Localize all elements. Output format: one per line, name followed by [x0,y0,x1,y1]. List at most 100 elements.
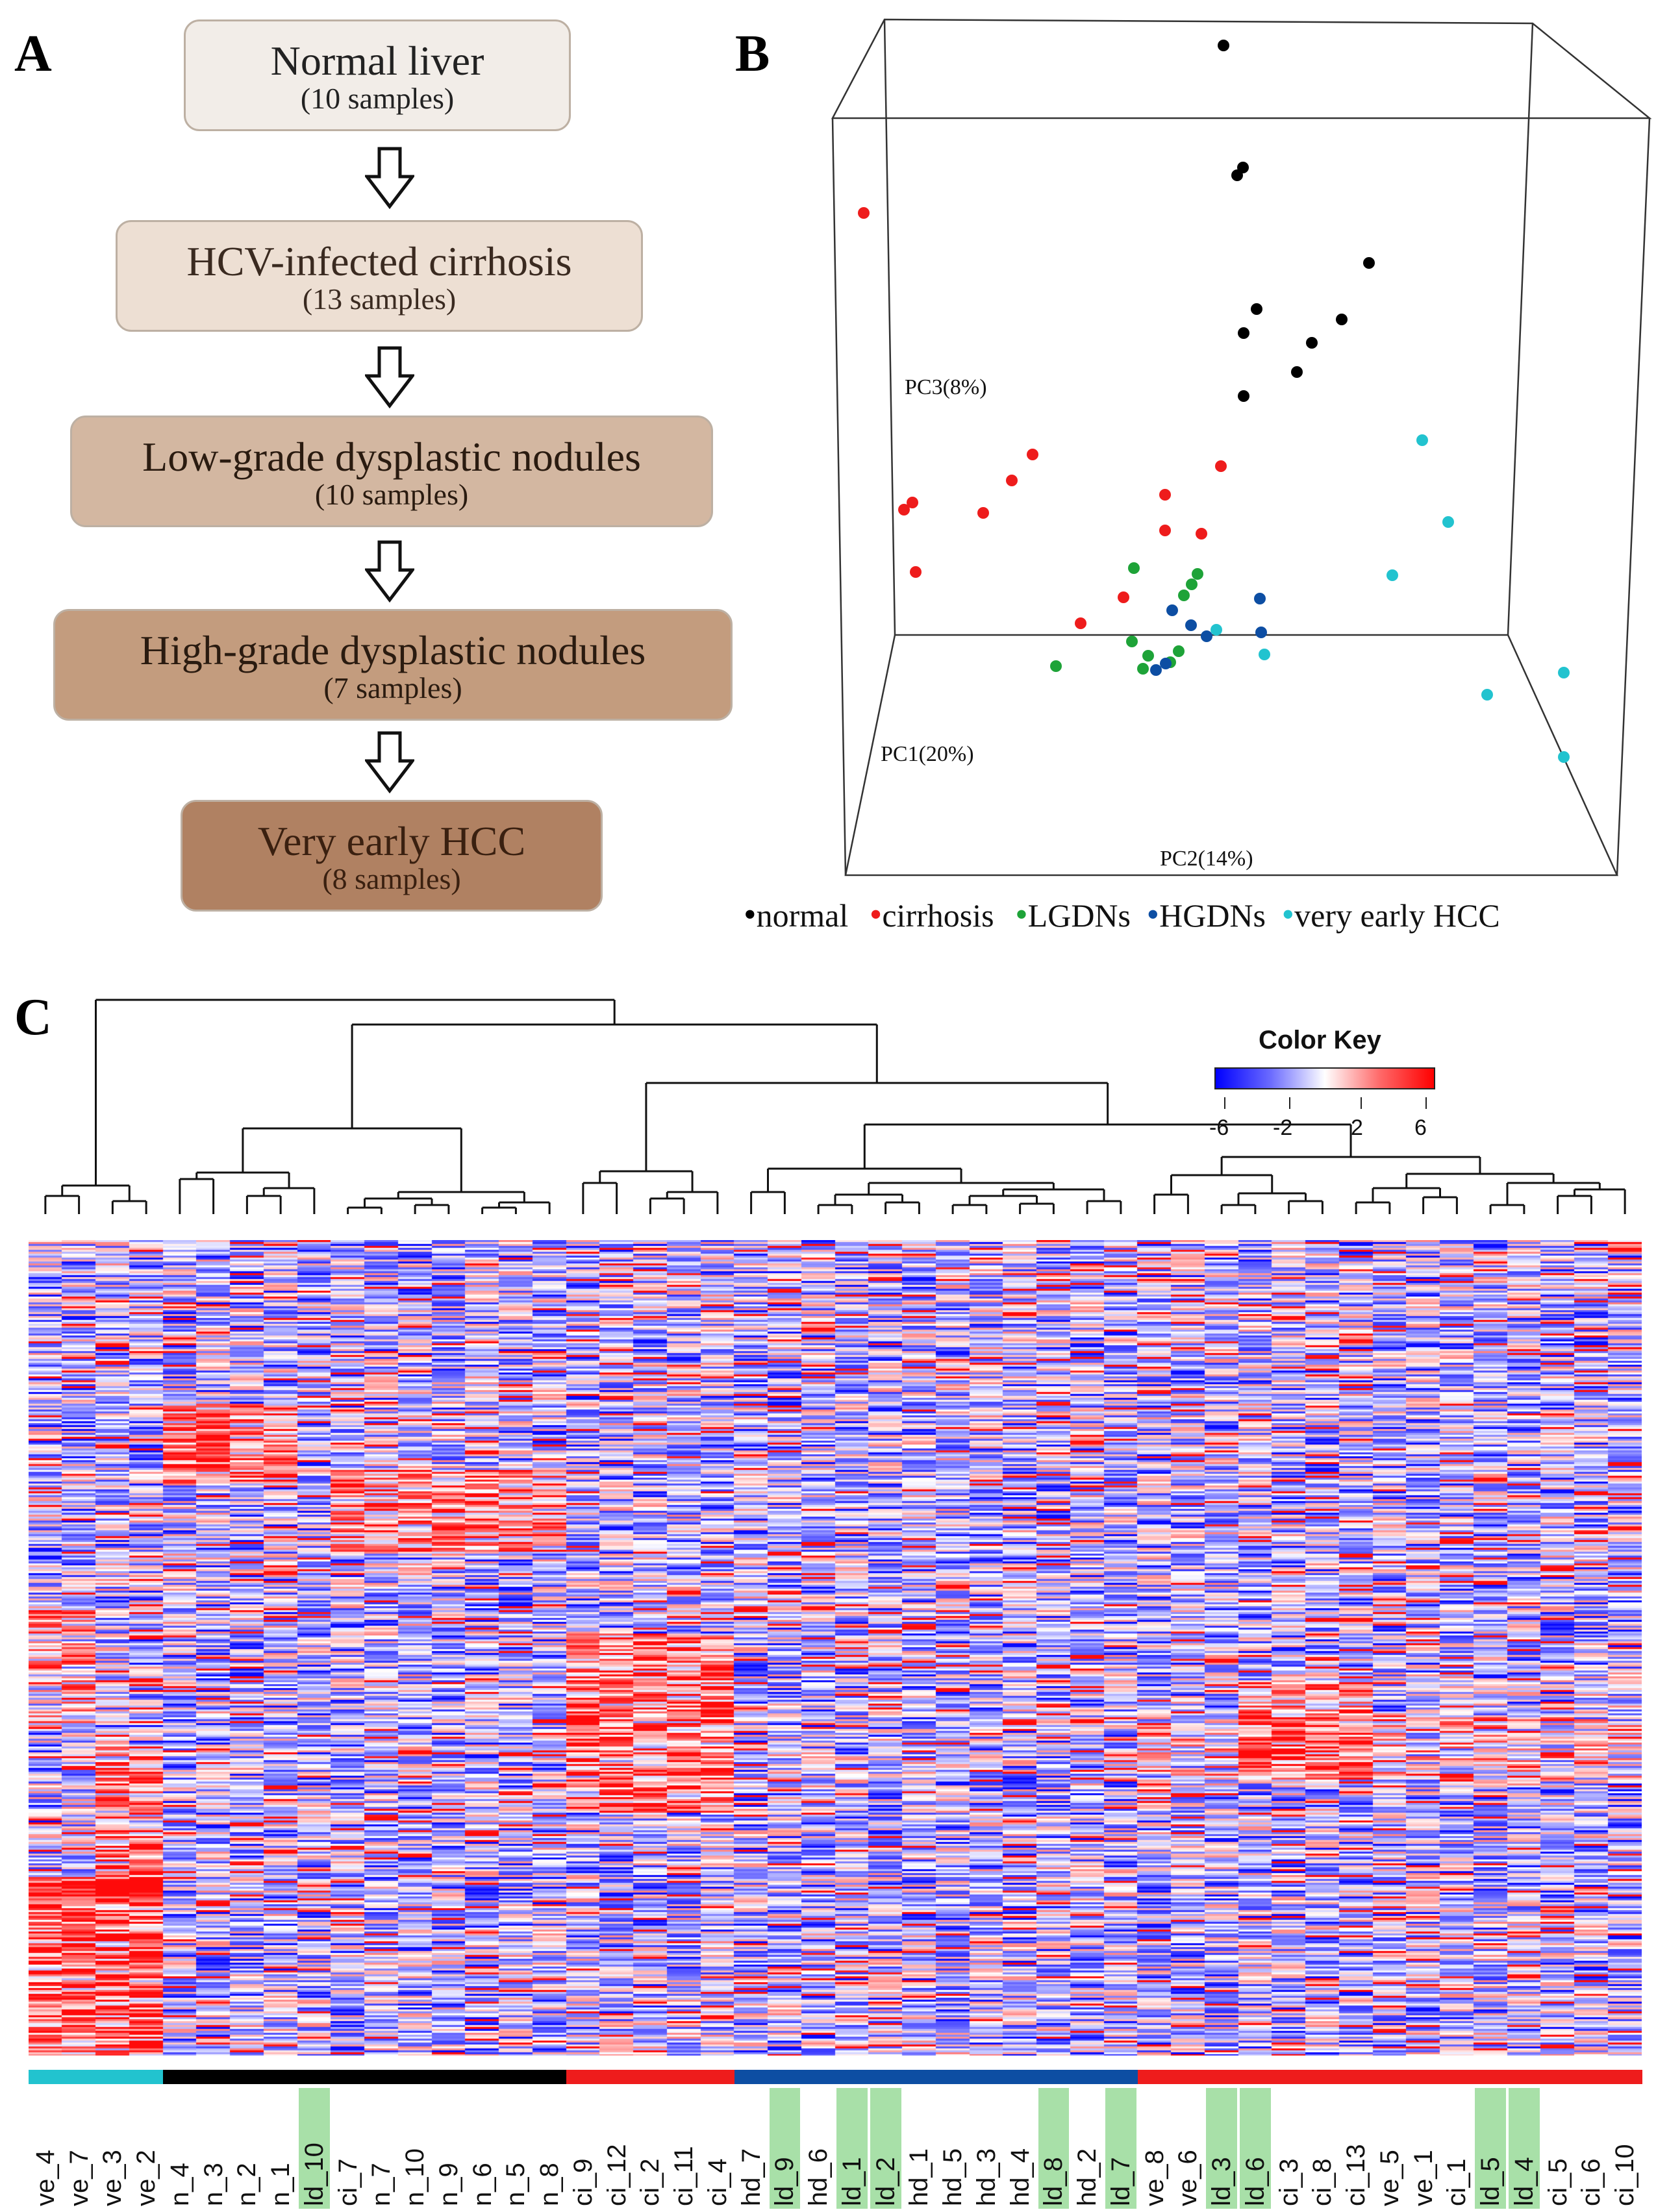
group-bar-segment [230,2070,265,2084]
group-bar-segment [667,2070,701,2084]
pca-point-vehcc [1481,689,1493,701]
down-arrow-icon [365,147,414,209]
flow-box-hgdn: High-grade dysplastic nodules (7 samples… [53,609,733,721]
group-bar-segment [465,2070,500,2084]
column-label: hd_4 [1005,2148,1035,2206]
group-bar-segment [902,2070,937,2084]
group-bar-segment [970,2070,1004,2084]
column-label: ld_7 [1106,2157,1135,2206]
color-key-tick-marks [1224,1097,1427,1109]
column-highlight [1240,2088,1271,2209]
pca-point-hgdn [1150,664,1162,676]
column-label: n_4 [165,2163,194,2206]
pca-point-lgdn [1137,663,1149,675]
column-label: ve_6 [1173,2150,1203,2206]
panel-b-label: B [735,25,770,82]
pca-point-vehcc [1558,751,1570,763]
column-highlight [1509,2088,1540,2209]
group-bar-segment [1205,2070,1239,2084]
column-label: hd_5 [938,2148,968,2206]
pca-point-cirrhosis [898,504,910,516]
column-highlight [870,2088,901,2209]
group-bar-segment [364,2070,399,2084]
pca-point-cirrhosis [1196,528,1207,540]
column-label: ve_4 [31,2150,60,2206]
column-label: n_6 [468,2163,497,2206]
group-bar-segment [264,2070,298,2084]
pca-box-frame [831,18,1652,876]
legend-lgdns: •LGDNs [1015,895,1131,935]
column-label: ve_5 [1375,2150,1404,2206]
pca-point-vehcc [1558,667,1570,678]
column-label: ld_9 [770,2157,799,2206]
color-key-tick: 2 [1351,1115,1363,1140]
pca-legend: •normal •cirrhosis •LGDNs •HGDNs •very e… [744,894,1500,936]
flow-title: High-grade dysplastic nodules [140,627,646,673]
group-bar-segment [835,2070,870,2084]
pca-point-lgdn [1178,590,1190,601]
column-label: ld_3 [1207,2157,1236,2206]
flow-box-very-early-hcc: Very early HCC (8 samples) [181,800,603,912]
pca-point-hgdn [1185,619,1197,631]
group-bar-segment [1272,2070,1307,2084]
column-labels: ve_4 ve_7 ve_3 ve_2 n_4 n_3 n_2 n_1 ld_10 ci_7 n_7… [29,2088,1642,2209]
group-bar-segment [29,2070,63,2084]
pca-point-normal [1238,327,1249,339]
pca-point-normal [1237,162,1249,173]
group-bar-segment [1036,2070,1072,2084]
pca-point-vehcc [1416,434,1428,446]
column-label: hd_2 [1073,2148,1102,2206]
down-arrow-icon [365,346,414,408]
column-label: ci_6 [1577,2158,1606,2206]
group-bar-segment [1070,2070,1105,2084]
group-bar-segment [196,2070,231,2084]
legend-cirrhosis: •cirrhosis [869,895,994,935]
group-bar-segment [62,2070,97,2084]
pca-point-cirrhosis [1159,525,1171,536]
column-label: n_7 [367,2163,396,2206]
column-label: n_1 [266,2163,295,2206]
pca-points [858,40,1570,763]
color-key-title: Color Key [1259,1026,1381,1054]
color-key-tick: -6 [1209,1115,1229,1140]
group-bar-segment [331,2070,366,2084]
pca-point-lgdn [1173,645,1185,657]
group-bar-segment [1171,2070,1206,2084]
group-bar-segment [163,2070,197,2084]
flow-box-normal-liver: Normal liver (10 samples) [184,19,571,131]
column-label: ld_10 [299,2143,329,2206]
down-arrow-icon [365,731,414,793]
column-label: ci_5 [1543,2158,1572,2206]
legend-normal: •normal [744,895,849,935]
column-label: n_5 [501,2163,531,2206]
group-bar-segment [701,2070,735,2084]
group-bar-segment [1003,2070,1038,2084]
pca-point-normal [1238,390,1249,402]
group-bar-segment [499,2070,534,2084]
group-bar-segment [1507,2070,1542,2084]
column-label: hd_1 [905,2148,934,2206]
group-bar-segment [1238,2070,1273,2084]
pca-point-normal [1291,366,1303,378]
column-label: n_2 [232,2163,262,2206]
column-highlight [1475,2088,1506,2209]
color-key-bar [1214,1067,1435,1089]
column-label: ci_13 [1342,2144,1371,2206]
pca-3d-plot [831,18,1652,876]
column-label: ci_9 [568,2158,597,2206]
column-highlight [1206,2088,1237,2209]
column-label: n_8 [535,2163,564,2206]
group-bar-segment [633,2070,668,2084]
pca-point-hgdn [1201,630,1212,642]
pca-point-lgdn [1192,568,1203,580]
group-bar-segment [936,2070,970,2084]
column-label: ve_8 [1140,2150,1169,2206]
flow-title: Very early HCC [257,818,526,864]
column-label: ci_3 [1274,2158,1303,2206]
column-label: ci_8 [1308,2158,1337,2206]
group-color-bar [29,2070,1642,2084]
pca-point-cirrhosis [858,207,870,219]
flow-subtitle: (10 samples) [300,82,455,115]
column-highlight [836,2088,868,2209]
group-bar-segment [801,2070,836,2084]
